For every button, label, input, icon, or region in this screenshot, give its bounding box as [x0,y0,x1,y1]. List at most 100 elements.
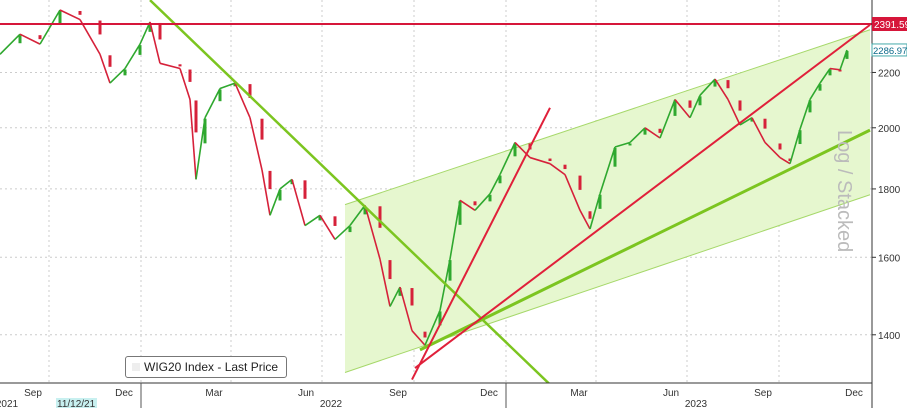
price-candle [838,69,842,72]
price-segment [727,99,741,126]
price-candle [808,100,812,113]
price-candle [458,201,462,225]
price-candle [498,175,502,184]
price-candle [845,50,849,59]
legend-swatch [132,363,140,371]
price-segment [399,286,413,331]
y-tick-label: 2200 [878,68,901,79]
x-tick-label: Jun [298,388,314,399]
price-candle [423,331,427,338]
price-segment [364,205,381,260]
price-segment [319,214,336,240]
price-segment [474,193,491,211]
price-segment [279,178,293,190]
x-tick-label: Dec [845,388,863,399]
price-candle [278,189,282,201]
y-tick-label: 1800 [878,185,901,196]
price-candle [58,10,62,25]
price-segment [204,88,221,119]
cursor-date: 11/12/21 [57,399,96,408]
price-segment [149,21,161,64]
price-segment [589,193,601,230]
price-candle [643,128,647,135]
x-tick-label: Dec [480,388,498,399]
resistance-price-badge [872,17,907,31]
price-candle [763,118,767,129]
price-segment [789,129,801,164]
price-candle [248,84,252,98]
price-segment [261,169,271,216]
scale-watermark: Log / Stacked [833,130,855,253]
price-candle [398,288,402,296]
last-price-badge [871,43,907,57]
y-tick-label: 1600 [878,253,901,264]
price-segment [219,82,236,90]
price-segment [99,54,111,84]
price-candle [188,69,192,82]
price-candle [448,260,452,281]
y-tick-label: 1400 [878,331,901,342]
price-candle [598,194,602,209]
price-candle [788,158,792,162]
year-label: 2022 [320,399,343,408]
price-candle [318,216,322,221]
price-candle [303,180,307,199]
price-candle [726,80,730,89]
price-candle [194,100,198,133]
price-candle [348,226,352,233]
price-segment [349,204,366,227]
price-segment [389,286,401,307]
year-label: 2023 [685,399,708,408]
price-segment [449,200,461,260]
price-segment [159,62,181,70]
price-segment [644,127,661,139]
price-candle [203,118,207,144]
price-candle [473,201,477,206]
price-candle [218,89,222,102]
price-candle [178,64,182,67]
price-segment [739,117,753,126]
price-candle [38,35,42,40]
price-segment [714,78,729,100]
price-segment [529,156,551,165]
x-tick-label: Sep [24,388,42,399]
last-price-label: 2286.979 [873,46,907,57]
price-candle [98,20,102,35]
x-tick-label: Sep [754,388,772,399]
price-segment [579,209,591,230]
price-segment [249,117,263,171]
price-segment [424,310,441,346]
legend-label: WIG20 Index - Last Price [144,360,279,374]
price-candle [713,80,717,87]
price-segment [269,188,281,216]
price-candle [158,22,162,40]
price-candle [778,143,782,150]
price-segment [689,95,701,119]
y-tick-label: 2000 [878,124,901,135]
price-candle [268,170,272,190]
support-line [419,128,871,352]
legend[interactable]: WIG20 Index - Last Price [125,356,288,378]
x-tick-label: Mar [570,388,588,399]
price-segment [379,258,391,307]
price-segment [829,67,841,71]
price-segment [779,156,791,165]
price-segment [564,174,581,211]
price-segment [751,117,766,143]
price-candle [658,128,662,133]
price-candle [438,311,442,326]
price-segment [514,141,531,159]
price-segment [79,19,101,55]
price-candle [548,158,552,162]
price-segment [234,82,251,119]
price-candle [698,96,702,106]
year-label: 2021 [0,399,19,408]
price-segment [411,330,426,346]
price-candle [798,130,802,145]
price-candle [673,100,677,116]
plot-area [0,0,872,383]
price-candle [563,164,567,170]
price-candle [78,10,82,15]
x-tick-label: Dec [115,388,133,399]
